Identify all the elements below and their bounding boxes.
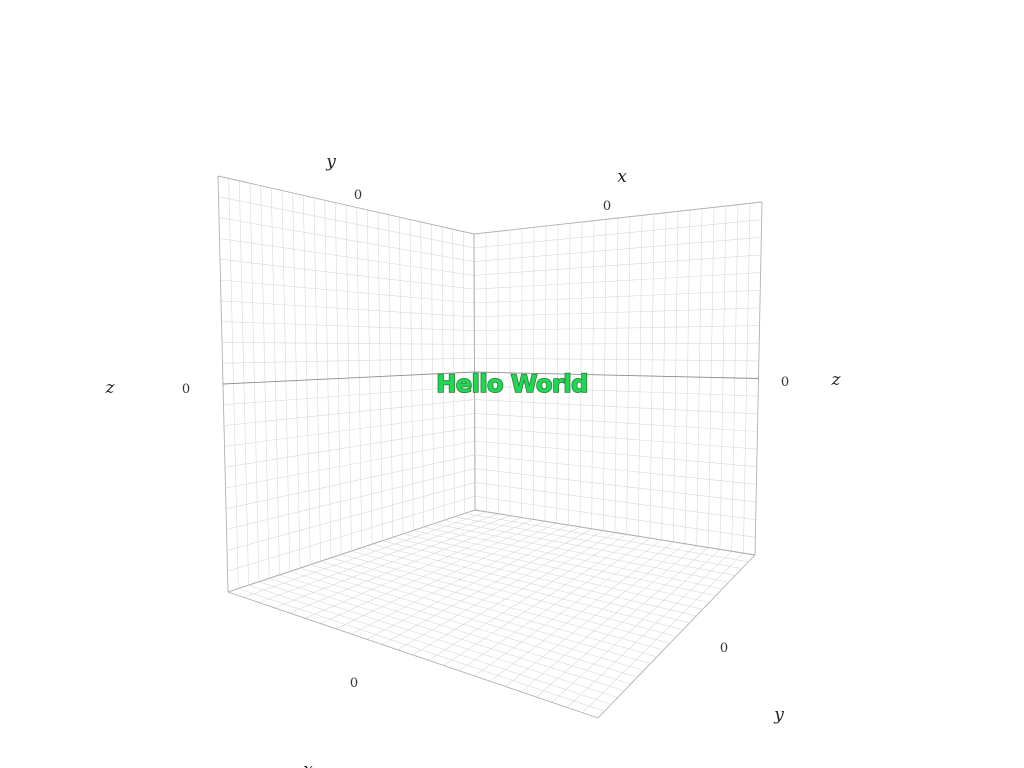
left-wall-vertical-axis-title: z [105,378,116,398]
right-wall-vertical-tick-label: 0 [781,375,789,390]
left-wall-vertical-tick-label: 0 [182,382,190,397]
right-wall-horizontal-tick-label: 0 [603,199,611,214]
floor-side-tick-label: 0 [720,641,728,656]
floor-front-axis-title: x [303,760,313,768]
right-wall-vertical-axis-title: z [831,370,842,390]
floor-side-axis-title: y [773,705,784,725]
floor-grid [227,509,756,719]
scene-text-label: Hello World [436,370,588,398]
left-wall-horizontal-tick-label: 0 [354,188,362,203]
right-wall-horizontal-axis-title: x [617,167,627,187]
floor-front-tick-label: 0 [350,676,358,691]
left-wall-horizontal-axis-title: y [325,152,336,172]
